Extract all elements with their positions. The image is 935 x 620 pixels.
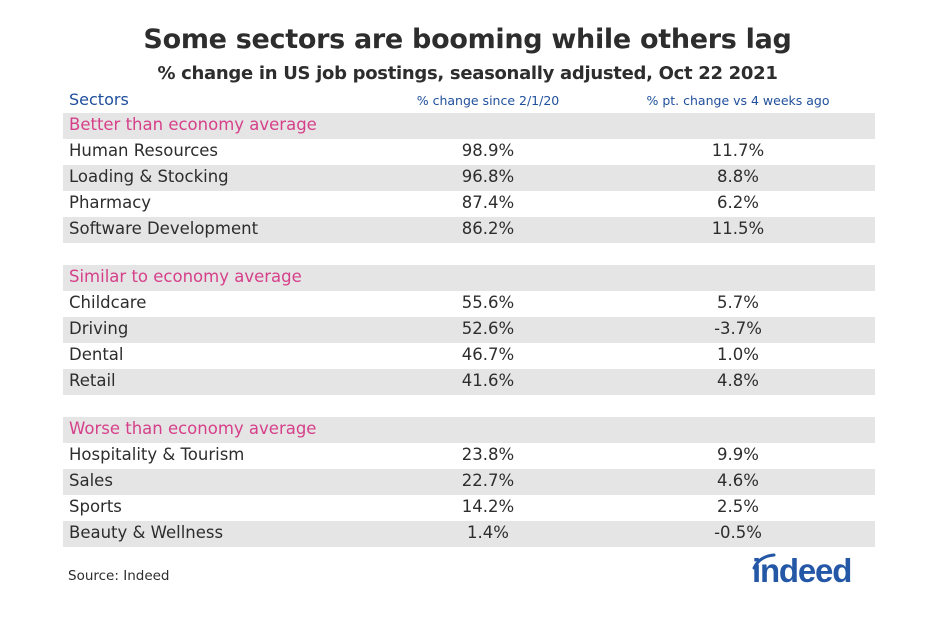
change-since-value: 46.7% [461, 345, 515, 364]
pt-change-value: 5.7% [717, 293, 759, 312]
pt-change-value: 4.8% [717, 371, 759, 390]
sector-name: Dental [69, 345, 124, 364]
pt-change-value: 2.5% [717, 497, 759, 516]
column-header-sectors: Sectors [69, 90, 129, 109]
sectors-table: Sectors % change since 2/1/20 % pt. chan… [63, 87, 875, 547]
pt-change-value: 11.5% [711, 219, 765, 238]
group-header-better: Better than economy average [63, 113, 875, 139]
group-label: Similar to economy average [69, 267, 302, 286]
group-label: Better than economy average [69, 115, 317, 134]
pt-change-value: 9.9% [717, 445, 759, 464]
change-since-value: 1.4% [467, 523, 509, 542]
sector-name: Software Development [69, 219, 259, 238]
pt-change-value: 1.0% [717, 345, 759, 364]
group-spacer [63, 395, 875, 417]
table-row: Loading & Stocking 96.8% 8.8% [63, 165, 875, 191]
table-row: Human Resources 98.9% 11.7% [63, 139, 875, 165]
table-header: Sectors % change since 2/1/20 % pt. chan… [63, 87, 875, 113]
change-since-value: 23.8% [461, 445, 515, 464]
sector-name: Hospitality & Tourism [69, 445, 245, 464]
table-row: Hospitality & Tourism 23.8% 9.9% [63, 443, 875, 469]
sector-name: Loading & Stocking [69, 167, 229, 186]
sector-name: Driving [69, 319, 129, 338]
pt-change-value: 6.2% [717, 193, 759, 212]
pt-change-value: -0.5% [714, 523, 762, 542]
sector-name: Sports [69, 497, 122, 516]
sector-name: Retail [69, 371, 116, 390]
table-row: Sports 14.2% 2.5% [63, 495, 875, 521]
column-header-pt-change: % pt. change vs 4 weeks ago [646, 93, 830, 108]
table-row: Childcare 55.6% 5.7% [63, 291, 875, 317]
pt-change-value: 4.6% [717, 471, 759, 490]
group-label: Worse than economy average [69, 419, 317, 438]
column-header-change-since: % change since 2/1/20 [416, 93, 560, 108]
table-row: Driving 52.6% -3.7% [63, 317, 875, 343]
change-since-value: 41.6% [461, 371, 515, 390]
pt-change-value: 11.7% [711, 141, 765, 160]
change-since-value: 22.7% [461, 471, 515, 490]
group-header-worse: Worse than economy average [63, 417, 875, 443]
change-since-value: 87.4% [461, 193, 515, 212]
change-since-value: 86.2% [461, 219, 515, 238]
table-row: Dental 46.7% 1.0% [63, 343, 875, 369]
source-note: Source: Indeed [68, 568, 170, 584]
pt-change-value: 8.8% [717, 167, 759, 186]
group-header-similar: Similar to economy average [63, 265, 875, 291]
group-spacer [63, 243, 875, 265]
indeed-logo: indeed [748, 552, 878, 592]
table-row: Pharmacy 87.4% 6.2% [63, 191, 875, 217]
sector-name: Beauty & Wellness [69, 523, 224, 542]
sector-name: Sales [69, 471, 113, 490]
change-since-value: 52.6% [461, 319, 515, 338]
change-since-value: 96.8% [461, 167, 515, 186]
table-row: Beauty & Wellness 1.4% -0.5% [63, 521, 875, 547]
table-row: Software Development 86.2% 11.5% [63, 217, 875, 243]
table-row: Retail 41.6% 4.8% [63, 369, 875, 395]
pt-change-value: -3.7% [714, 319, 762, 338]
sector-name: Pharmacy [69, 193, 152, 212]
sector-name: Human Resources [69, 141, 219, 160]
logo-wordmark: indeed [752, 552, 852, 589]
chart-subtitle: % change in US job postings, seasonally … [157, 63, 778, 84]
change-since-value: 55.6% [461, 293, 515, 312]
change-since-value: 98.9% [461, 141, 515, 160]
change-since-value: 14.2% [461, 497, 515, 516]
table-row: Sales 22.7% 4.6% [63, 469, 875, 495]
sector-name: Childcare [69, 293, 147, 312]
logo-arc-icon [752, 553, 776, 570]
chart-title: Some sectors are booming while others la… [143, 24, 792, 55]
